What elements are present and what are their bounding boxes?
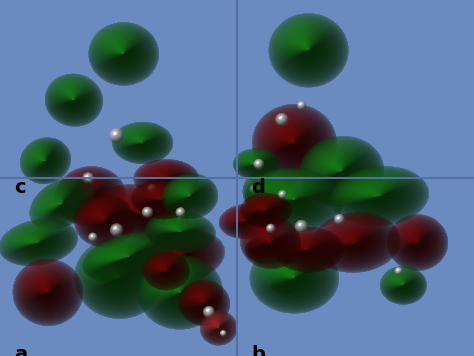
Text: d: d bbox=[251, 178, 265, 197]
Text: a: a bbox=[14, 345, 27, 356]
Text: c: c bbox=[14, 178, 26, 197]
Text: b: b bbox=[251, 345, 265, 356]
